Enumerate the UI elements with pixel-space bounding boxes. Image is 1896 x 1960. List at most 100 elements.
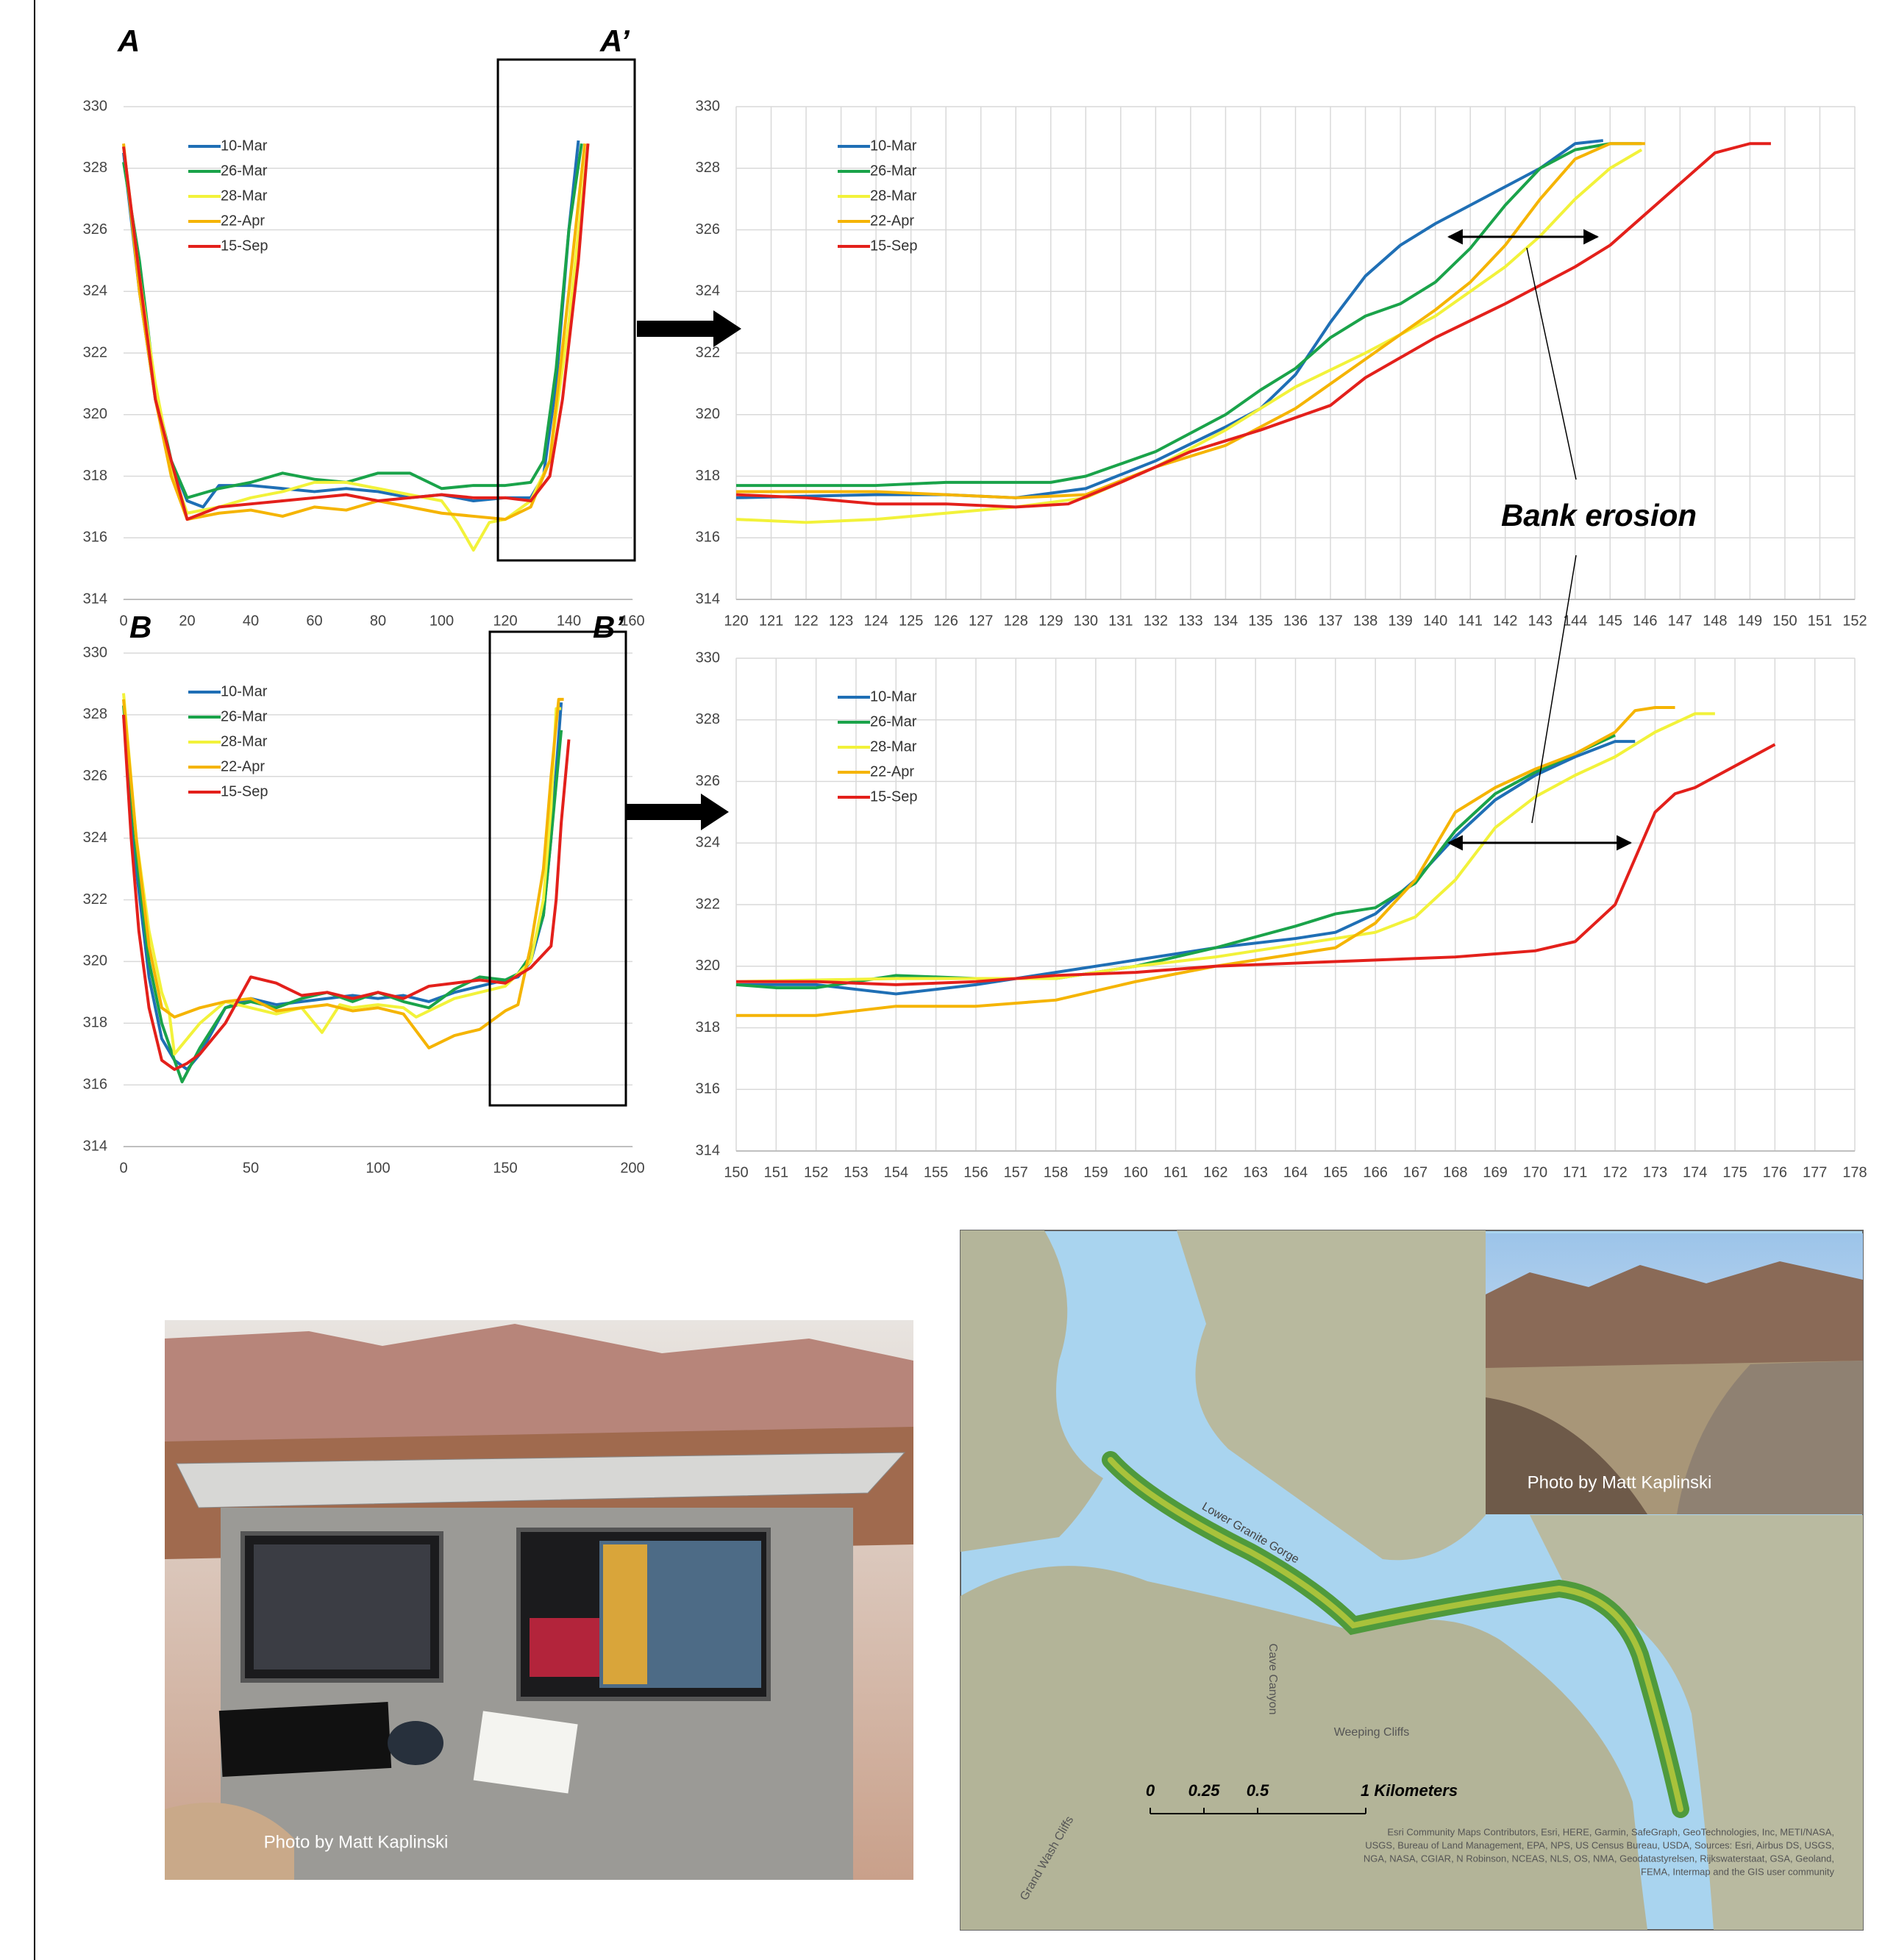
y-tick-label: 320 (83, 406, 107, 422)
x-tick-label: 134 (1213, 613, 1238, 629)
scale-label: 0 (1146, 1781, 1155, 1800)
y-tick-label: 322 (696, 344, 720, 360)
x-tick-label: 146 (1633, 613, 1657, 629)
x-tick-label: 135 (1248, 613, 1272, 629)
legend-label: 26-Mar (221, 163, 268, 179)
annotation: Bank erosion (1501, 498, 1697, 532)
x-tick-label: 154 (884, 1164, 908, 1180)
y-tick-label: 316 (696, 530, 720, 546)
legend-label: 28-Mar (221, 188, 268, 204)
x-tick-label: 160 (1124, 1164, 1148, 1180)
y-tick-label: 320 (696, 406, 720, 422)
x-tick-label: 153 (844, 1164, 868, 1180)
y-tick-label: 324 (696, 283, 720, 299)
x-tick-label: 127 (969, 613, 993, 629)
y-tick-label: 326 (83, 768, 107, 784)
x-tick-label: 168 (1443, 1164, 1467, 1180)
y-tick-label: 314 (83, 1138, 107, 1154)
x-tick-label: 136 (1283, 613, 1308, 629)
y-tick-label: 318 (83, 468, 107, 484)
legend-label: 22-Apr (870, 763, 914, 780)
map-label: Cave Canyon (1266, 1644, 1279, 1715)
y-tick-label: 328 (696, 711, 720, 727)
legend-label: 15-Sep (870, 788, 918, 805)
x-tick-label: 176 (1763, 1164, 1787, 1180)
map-label: Weeping Cliffs (1334, 1726, 1410, 1739)
y-tick-label: 330 (83, 98, 107, 114)
page-body: {"chart_data": [ {"type": "line", "annot… (0, 0, 1896, 1960)
x-tick-label: 122 (794, 613, 818, 629)
legend-label: 28-Mar (870, 738, 917, 755)
x-tick-label: 150 (1772, 613, 1797, 629)
legend-label: 10-Mar (221, 138, 268, 154)
x-tick-label: 158 (1044, 1164, 1068, 1180)
x-tick-label: 50 (243, 1160, 259, 1176)
x-tick-label: 0 (119, 613, 127, 629)
x-tick-label: 139 (1388, 613, 1412, 629)
x-tick-label: 120 (724, 613, 748, 629)
x-tick-label: 151 (764, 1164, 788, 1180)
y-tick-label: 318 (696, 1019, 720, 1036)
scale-label: 0.25 (1188, 1781, 1221, 1800)
chart: 3143163183203223243263283301501511521531… (696, 649, 1867, 1180)
legend-label: 22-Apr (221, 213, 265, 229)
legend-label: 15-Sep (221, 238, 268, 254)
panel-label: B’ (593, 610, 624, 644)
x-tick-label: 178 (1842, 1164, 1867, 1180)
y-tick-label: 318 (83, 1015, 107, 1031)
legend-label: 15-Sep (870, 238, 918, 254)
x-tick-label: 200 (620, 1160, 644, 1176)
x-tick-label: 167 (1403, 1164, 1428, 1180)
y-tick-label: 316 (83, 530, 107, 546)
x-tick-label: 159 (1083, 1164, 1108, 1180)
y-tick-label: 324 (83, 830, 107, 846)
x-tick-label: 150 (493, 1160, 517, 1176)
x-tick-label: 174 (1683, 1164, 1707, 1180)
y-tick-label: 328 (83, 160, 107, 176)
x-tick-label: 170 (1523, 1164, 1547, 1180)
x-tick-label: 169 (1483, 1164, 1507, 1180)
y-tick-label: 330 (83, 644, 107, 660)
scale-label: 1 Kilometers (1361, 1781, 1458, 1800)
x-tick-label: 152 (804, 1164, 828, 1180)
x-tick-label: 149 (1738, 613, 1762, 629)
chart: 3143163183203223243263283300501001502001… (83, 644, 645, 1176)
y-tick-label: 316 (83, 1076, 107, 1092)
x-tick-label: 133 (1178, 613, 1202, 629)
x-tick-label: 140 (1423, 613, 1447, 629)
x-tick-label: 173 (1643, 1164, 1667, 1180)
x-tick-label: 20 (179, 613, 195, 629)
legend-label: 26-Mar (870, 163, 917, 179)
y-tick-label: 320 (696, 958, 720, 974)
x-tick-label: 155 (924, 1164, 948, 1180)
y-tick-label: 318 (696, 468, 720, 484)
x-tick-label: 150 (724, 1164, 748, 1180)
photo-credit: Photo by Matt Kaplinski (264, 1832, 449, 1852)
x-tick-label: 141 (1458, 613, 1482, 629)
legend-label: 22-Apr (870, 213, 914, 229)
x-tick-label: 157 (1004, 1164, 1028, 1180)
x-tick-label: 147 (1668, 613, 1692, 629)
x-tick-label: 151 (1808, 613, 1832, 629)
x-tick-label: 156 (963, 1164, 988, 1180)
legend-label: 10-Mar (221, 683, 268, 699)
x-tick-label: 80 (370, 613, 386, 629)
panel-label: A’ (599, 24, 630, 58)
y-tick-label: 322 (696, 896, 720, 912)
y-tick-label: 314 (696, 591, 720, 607)
x-tick-label: 132 (1144, 613, 1168, 629)
y-tick-label: 324 (696, 835, 720, 851)
x-tick-label: 128 (1004, 613, 1028, 629)
x-tick-label: 142 (1493, 613, 1517, 629)
y-tick-label: 326 (696, 221, 720, 238)
x-tick-label: 130 (1074, 613, 1098, 629)
x-tick-label: 171 (1563, 1164, 1587, 1180)
x-tick-label: 160 (620, 613, 644, 629)
attribution-line: Esri Community Maps Contributors, Esri, … (1387, 1826, 1834, 1837)
attribution-line: USGS, Bureau of Land Management, EPA, NP… (1365, 1839, 1834, 1850)
attribution-line: NGA, NASA, CGIAR, N Robinson, NCEAS, NLS… (1364, 1853, 1834, 1864)
x-tick-label: 166 (1363, 1164, 1387, 1180)
page: html, body { margin: 0; padding: 0; back… (0, 0, 1896, 1960)
legend-label: 22-Apr (221, 758, 265, 774)
